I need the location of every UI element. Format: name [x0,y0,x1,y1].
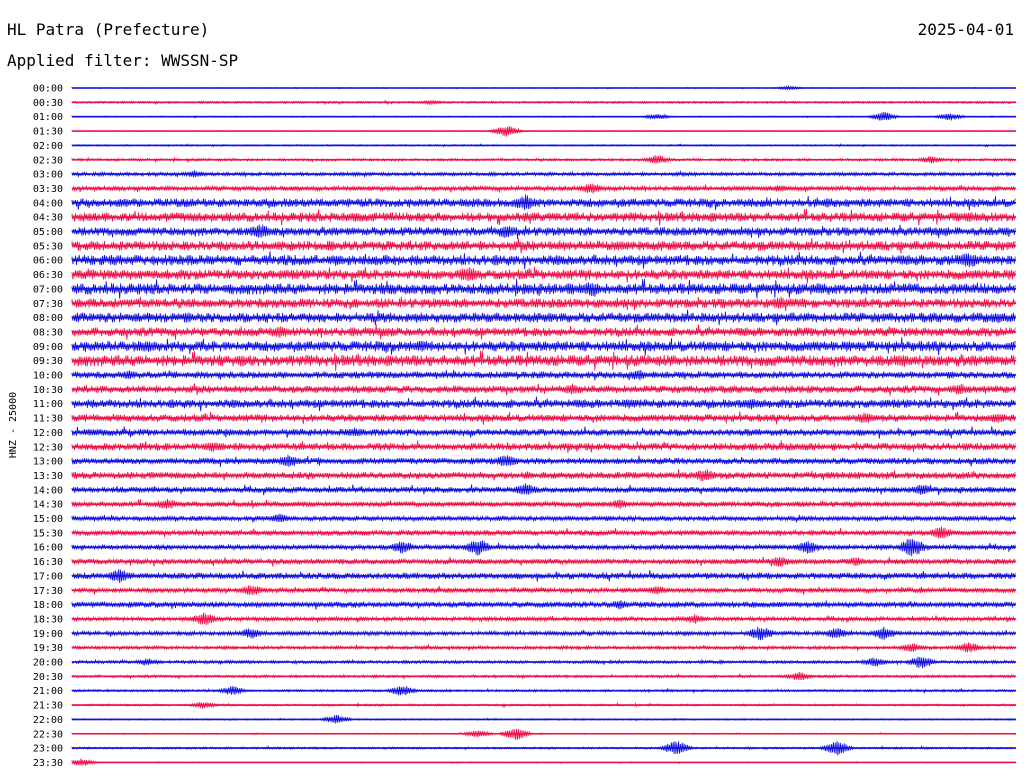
time-label: 02:00 [33,141,63,152]
time-label: 20:30 [33,672,63,683]
time-label: 06:30 [33,270,63,281]
time-label: 07:30 [33,299,63,310]
time-label: 08:00 [33,313,63,324]
trace-line [71,324,1016,340]
time-label: 10:00 [33,371,63,382]
time-label: 04:30 [33,213,63,224]
time-label: 15:00 [33,514,63,525]
time-label: 05:00 [33,227,63,238]
time-label: 20:00 [33,658,63,669]
time-label: 12:00 [33,428,63,439]
date-label: 2025-04-01 [917,20,1014,39]
time-label: 00:00 [33,84,63,95]
time-label: 06:00 [33,256,63,267]
time-label: 01:00 [33,112,63,123]
time-label: 22:30 [33,729,63,740]
trace-group [71,84,1016,767]
time-label: 17:30 [33,586,63,597]
time-label: 03:30 [33,184,63,195]
y-axis-label: HNZ - 25000 [8,392,19,458]
time-label: 01:30 [33,127,63,138]
time-label: 11:30 [33,414,63,425]
time-label: 09:00 [33,342,63,353]
time-label: 19:00 [33,629,63,640]
time-label: 09:30 [33,356,63,367]
time-label: 23:30 [33,758,63,769]
time-label: 18:00 [33,600,63,611]
time-label: 21:30 [33,701,63,712]
time-label: 12:30 [33,442,63,453]
time-tick-labels: 00:00 00:30 01:00 01:30 02:00 02:30 03:00 03:30… [33,84,63,769]
time-label: 00:30 [33,98,63,109]
time-label: 15:30 [33,528,63,539]
time-label: 16:00 [33,543,63,554]
time-label: 05:30 [33,241,63,252]
time-label: 07:00 [33,284,63,295]
time-label: 03:00 [33,170,63,181]
time-label: 16:30 [33,557,63,568]
time-label: 17:00 [33,571,63,582]
time-label: 14:30 [33,500,63,511]
time-label: 14:00 [33,485,63,496]
time-label: 11:00 [33,399,63,410]
time-label: 10:30 [33,385,63,396]
time-label: 04:00 [33,198,63,209]
station-title: HL Patra (Prefecture) [7,20,210,39]
time-label: 13:30 [33,471,63,482]
time-label: 19:30 [33,643,63,654]
trace-line [71,266,1016,284]
time-label: 02:30 [33,155,63,166]
filter-label: Applied filter: WWSSN-SP [7,51,239,70]
time-label: 21:00 [33,686,63,697]
time-label: 23:00 [33,744,63,755]
time-label: 13:00 [33,457,63,468]
time-label: 22:00 [33,715,63,726]
time-label: 08:30 [33,327,63,338]
trace-line [71,411,1016,425]
time-label: 18:30 [33,614,63,625]
